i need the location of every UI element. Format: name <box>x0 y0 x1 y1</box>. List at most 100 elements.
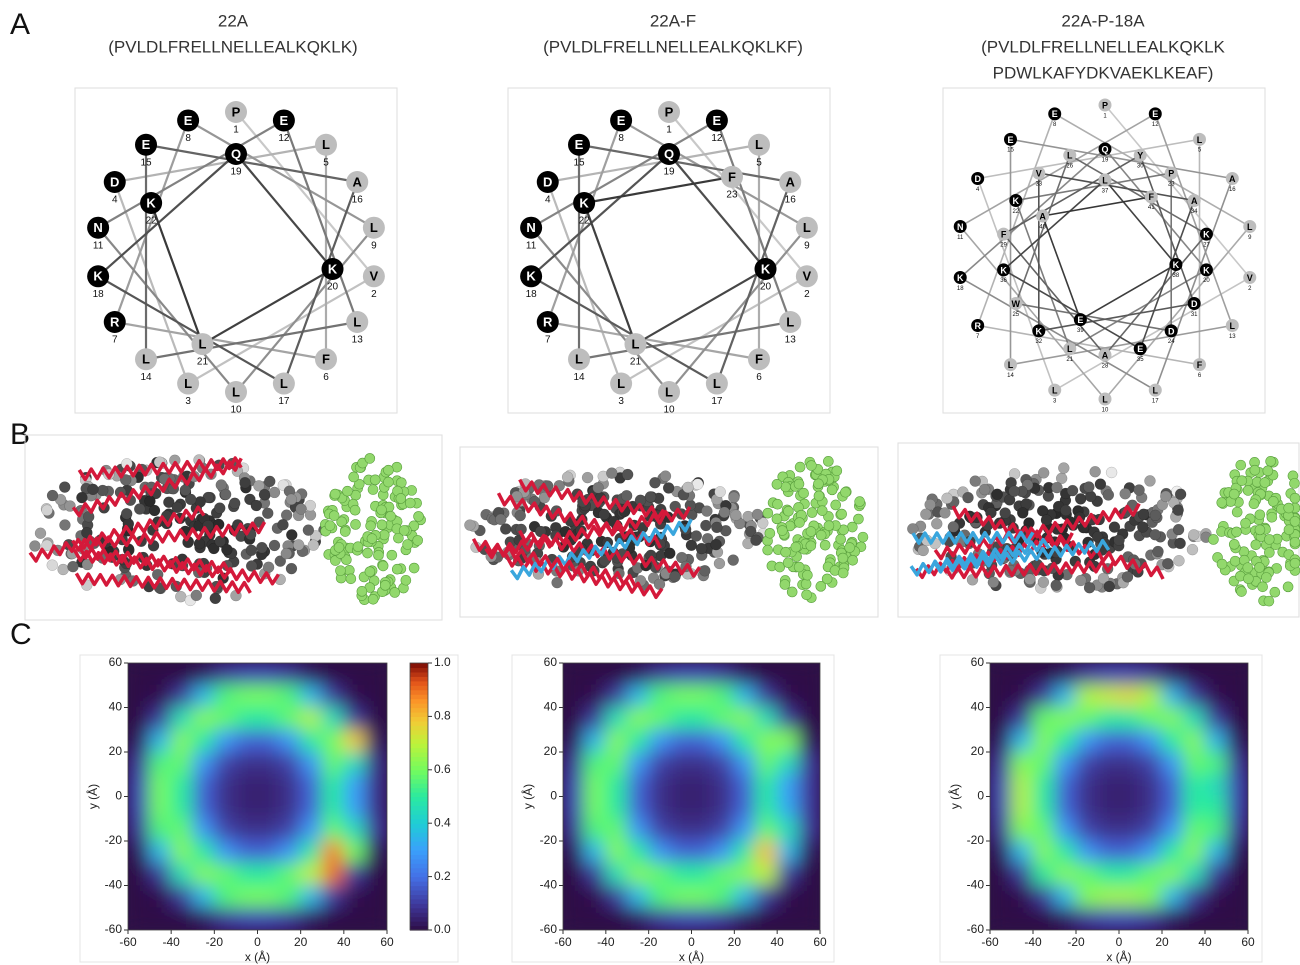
heatmap-cell <box>1054 885 1077 909</box>
lipid-atom <box>1040 514 1053 526</box>
heatmap-cell <box>1204 663 1227 686</box>
protein-atom <box>1283 502 1295 514</box>
heatmap-cell <box>149 796 172 820</box>
helix-link <box>1015 154 1071 304</box>
protein-atom <box>348 471 359 483</box>
heatmap-cell <box>669 773 692 797</box>
heatmap-cell <box>149 885 172 909</box>
residue-number: 22 <box>146 216 158 227</box>
protein-atom <box>793 561 805 573</box>
lipid-atom <box>1037 576 1050 588</box>
lipid-atom <box>274 555 287 567</box>
heatmap-cell <box>1032 684 1055 708</box>
protein-atom <box>379 529 390 541</box>
colorbar-tick-label: 0.4 <box>434 815 451 829</box>
heatmap-cell <box>128 729 151 753</box>
heatmap-cell <box>128 707 151 731</box>
heatmap-cell <box>583 707 607 731</box>
heatmap-cell <box>321 818 345 842</box>
residue <box>140 192 163 214</box>
colorbar-frame <box>409 662 429 931</box>
lipid-atom <box>280 547 293 560</box>
helix-link <box>1104 104 1251 279</box>
colorbar-step <box>410 867 428 873</box>
heatmap-cell <box>1140 729 1163 753</box>
heatmap-cell <box>733 818 757 842</box>
heatmap-cell <box>712 907 735 930</box>
heatmap-cell <box>605 818 628 842</box>
residue-number: 8 <box>1053 122 1057 128</box>
residue-number: 36 <box>1000 278 1007 284</box>
protein-atom <box>379 580 391 591</box>
lipid-atom <box>1136 521 1149 533</box>
heatmap-cell <box>300 818 323 842</box>
residue <box>795 265 818 288</box>
heatmap-cell <box>1032 885 1055 909</box>
residue <box>1004 358 1018 372</box>
residue-number: 1 <box>666 125 672 136</box>
heatmap-cell <box>343 818 366 842</box>
heatmap-cell <box>343 907 366 930</box>
y-tick-label: 0 <box>977 789 984 803</box>
heatmap-cell <box>755 907 778 930</box>
heatmap-cell <box>648 862 671 886</box>
lipid-atom <box>215 479 228 491</box>
heatmap-cell <box>1097 907 1120 930</box>
residue <box>103 171 126 193</box>
heatmap-cell <box>192 663 215 686</box>
heatmap-cell <box>798 684 820 708</box>
residue <box>1164 324 1178 338</box>
residue <box>272 109 295 132</box>
residue <box>1243 219 1257 233</box>
lipid-atom <box>59 519 71 531</box>
helix-link <box>145 320 358 361</box>
helix-link <box>187 119 375 229</box>
heatmap-cell <box>300 796 323 820</box>
protein-atom <box>772 498 783 510</box>
residue-letter: F <box>1001 229 1007 239</box>
protein-atom <box>373 549 384 561</box>
lipid-atom <box>941 492 953 505</box>
heatmap-cell <box>733 840 757 864</box>
heatmap-cell <box>669 707 692 731</box>
heatmap-cell <box>1140 862 1163 886</box>
heatmap-cell <box>563 751 585 775</box>
residue <box>1063 342 1077 356</box>
heatmap-cell <box>257 885 280 909</box>
heatmap-cell <box>364 707 387 731</box>
residue <box>953 219 967 233</box>
protein-atom <box>1231 526 1242 538</box>
x-tick-label: 60 <box>1241 935 1255 949</box>
heatmap-cell <box>321 773 345 797</box>
heatmap-cell <box>364 796 387 820</box>
heatmap-cell <box>278 773 302 797</box>
heatmap-cell <box>626 773 650 797</box>
heatmap-cell <box>1140 796 1163 820</box>
residue <box>568 133 591 156</box>
heatmap-cell <box>235 862 258 886</box>
heatmap-cell <box>192 796 215 820</box>
residue <box>953 271 967 285</box>
residue-letter: F <box>1149 192 1155 202</box>
lipid-atom <box>59 481 71 493</box>
heatmap-cell <box>1075 818 1098 842</box>
lipid-atom <box>592 482 604 494</box>
protein-atom <box>1266 511 1278 523</box>
heatmap-cell <box>1204 818 1227 842</box>
heatmap-cell <box>257 707 280 731</box>
residue-letter: L <box>713 376 721 391</box>
helix-link <box>530 275 718 385</box>
heatmap-cell <box>1226 907 1248 930</box>
protein-atom <box>813 478 824 490</box>
heatmap-cell <box>563 862 585 886</box>
protein-atom <box>1269 586 1281 598</box>
heatmap-cell <box>192 707 215 731</box>
heatmap-cell <box>343 707 366 731</box>
protein-atom <box>1208 534 1219 545</box>
heatmap-cell <box>278 862 302 886</box>
residue-number: 20 <box>760 282 772 293</box>
heatmap-cell <box>1204 729 1227 753</box>
heatmap-cell <box>669 818 692 842</box>
residue-letter: L <box>370 220 378 235</box>
helix-link <box>668 226 808 393</box>
